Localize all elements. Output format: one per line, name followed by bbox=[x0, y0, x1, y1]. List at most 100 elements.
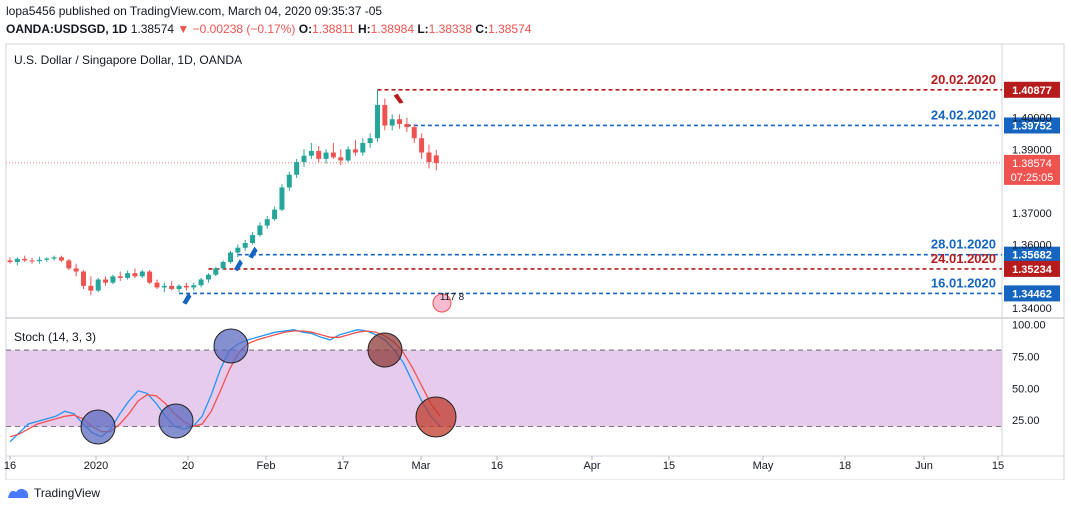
candle-body bbox=[235, 247, 241, 253]
signal-circle bbox=[158, 403, 194, 439]
stoch-tick-label: 50.00 bbox=[1012, 383, 1040, 395]
candles bbox=[7, 89, 439, 305]
level-price-label: 1.35682 bbox=[1012, 250, 1052, 262]
time-tick-label: Jun bbox=[915, 460, 933, 472]
level-price-label: 1.35234 bbox=[1012, 264, 1053, 276]
candle-body bbox=[103, 279, 109, 283]
time-axis: 16 2020 20 Feb 17 Mar 16 Apr 15 May 18 Jun 15 bbox=[4, 456, 1004, 472]
candle-body bbox=[330, 152, 336, 158]
highlight-circles bbox=[80, 328, 457, 445]
candle-body bbox=[51, 257, 57, 259]
candle-body bbox=[44, 258, 50, 260]
level-date-label: 16.01.2020 bbox=[931, 275, 996, 290]
candle-body bbox=[161, 285, 167, 288]
symbol: OANDA:USDSGD, 1D bbox=[6, 22, 128, 36]
low-value: 1.38338 bbox=[428, 22, 473, 36]
candle-body bbox=[323, 152, 329, 159]
buy-arrow-icon bbox=[233, 259, 243, 272]
candle-body bbox=[382, 104, 388, 126]
last-price: 1.38574 bbox=[130, 22, 175, 36]
candle-body bbox=[272, 209, 278, 220]
time-tick-label: 2020 bbox=[84, 460, 108, 472]
candle-body bbox=[338, 157, 344, 161]
price-axis: 1.34000 1.36000 1.37000 1.39000 1.40000 25.00… bbox=[1012, 113, 1052, 428]
countdown-label: 07:25:05 bbox=[1011, 172, 1054, 184]
time-tick-label: 16 bbox=[491, 460, 503, 472]
event-annotation: 117 8 bbox=[440, 292, 465, 303]
level-price-label: 1.34462 bbox=[1012, 288, 1052, 300]
candle-body bbox=[191, 285, 197, 288]
candle-body bbox=[286, 174, 292, 188]
candle-body bbox=[139, 271, 145, 277]
high-value: 1.38984 bbox=[370, 22, 414, 36]
footer-brand[interactable]: TradingView bbox=[34, 486, 101, 500]
candle-body bbox=[95, 279, 101, 291]
price-tick-label: 1.34000 bbox=[1012, 303, 1052, 315]
signal-circle bbox=[367, 332, 403, 368]
stoch-title: Stoch (14, 3, 3) bbox=[14, 330, 96, 344]
candle-body bbox=[316, 150, 322, 159]
time-tick-label: 20 bbox=[182, 460, 194, 472]
price-tick-label: 1.40000 bbox=[1012, 113, 1052, 125]
time-tick-label: 16 bbox=[4, 460, 16, 472]
level-price-tag bbox=[1004, 285, 1060, 302]
candle-body bbox=[242, 242, 248, 248]
level-date-label: 24.02.2020 bbox=[931, 107, 996, 122]
chart-canvas[interactable]: U.S. Dollar / Singapore Dollar, 1D, OAND… bbox=[0, 0, 1071, 480]
candle-body bbox=[360, 143, 366, 153]
time-tick-label: 15 bbox=[663, 460, 675, 472]
level-price-tag bbox=[1004, 246, 1060, 263]
stoch-tick-label: 75.00 bbox=[1012, 351, 1040, 363]
chart-title: U.S. Dollar / Singapore Dollar, 1D, OAND… bbox=[14, 53, 242, 67]
level-date-label: 24.01.2020 bbox=[931, 251, 996, 266]
signal-circle bbox=[213, 328, 249, 364]
level-price-tag bbox=[1004, 81, 1060, 98]
sell-arrow-icon bbox=[393, 93, 404, 104]
candle-body bbox=[250, 235, 256, 243]
candle-body bbox=[110, 276, 116, 283]
symbol-line: OANDA:USDSGD, 1D 1.38574 ▼ −0.00238 (−0.… bbox=[6, 22, 531, 36]
stoch-tick-label: 25.00 bbox=[1012, 415, 1040, 427]
candle-body bbox=[419, 138, 425, 153]
candle-body bbox=[294, 162, 300, 175]
level-date-label: 20.02.2020 bbox=[931, 72, 996, 87]
candle-body bbox=[264, 219, 270, 226]
candle-body bbox=[147, 271, 153, 283]
price-tick-label: 1.39000 bbox=[1012, 144, 1052, 156]
current-price-label: 1.38574 bbox=[1012, 158, 1052, 170]
candle-body bbox=[22, 258, 28, 261]
candle-body bbox=[29, 260, 35, 262]
footer: TradingView bbox=[6, 486, 100, 500]
close-value: 1.38574 bbox=[488, 22, 532, 36]
candle-body bbox=[433, 155, 439, 164]
candle-body bbox=[132, 273, 138, 277]
candle-body bbox=[389, 119, 395, 126]
candle-body bbox=[301, 155, 307, 163]
level-price-tag bbox=[1004, 260, 1060, 277]
chart-frame bbox=[5, 43, 1065, 480]
candle-body bbox=[14, 258, 20, 263]
candle-body bbox=[228, 252, 233, 263]
close-label: C: bbox=[475, 22, 489, 36]
candle-body bbox=[220, 262, 226, 269]
price-tick-label: 1.36000 bbox=[1012, 240, 1052, 252]
time-tick-label: Apr bbox=[583, 460, 600, 472]
time-tick-label: Mar bbox=[412, 460, 431, 472]
candle-body bbox=[213, 268, 219, 275]
stoch-tick-label: 100.00 bbox=[1012, 320, 1046, 332]
candle-body bbox=[257, 225, 263, 236]
candle-body bbox=[375, 104, 380, 139]
time-tick-label: 18 bbox=[839, 460, 851, 472]
time-tick-label: May bbox=[753, 460, 774, 472]
candle-body bbox=[367, 138, 373, 144]
candle-body bbox=[36, 259, 42, 262]
change-arrow-icon: ▼ bbox=[177, 22, 190, 36]
low-label: L: bbox=[417, 22, 429, 36]
level-price-label: 1.39752 bbox=[1012, 120, 1052, 132]
time-tick-label: 17 bbox=[337, 460, 349, 472]
level-lines: 20.02.2020 1.40877 24.02.2020 1.39752 28.01.… bbox=[6, 72, 1060, 313]
candle-body bbox=[154, 282, 160, 288]
stoch-band-fill bbox=[6, 350, 1002, 427]
candle-body bbox=[125, 273, 131, 278]
candle-body bbox=[404, 123, 410, 128]
